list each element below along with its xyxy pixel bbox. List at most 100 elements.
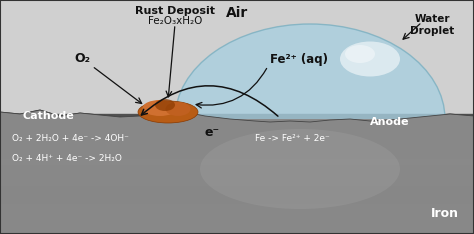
Bar — [0, 162, 474, 163]
Bar — [0, 171, 474, 174]
Bar — [0, 189, 474, 191]
Bar — [0, 218, 474, 219]
Text: O₂ + 2H₂O + 4e⁻ -> 4OH⁻: O₂ + 2H₂O + 4e⁻ -> 4OH⁻ — [12, 134, 129, 143]
Text: Fe₂O₃xH₂O: Fe₂O₃xH₂O — [148, 16, 202, 26]
Bar — [0, 162, 474, 165]
Bar — [0, 142, 474, 143]
Bar — [0, 224, 474, 225]
Bar — [0, 177, 474, 180]
Bar — [0, 204, 474, 205]
Bar — [0, 156, 474, 157]
Bar — [0, 170, 474, 171]
Bar — [0, 186, 474, 187]
Bar — [0, 201, 474, 204]
Bar — [170, 119, 460, 234]
Bar — [0, 172, 474, 174]
Bar — [0, 227, 474, 228]
Bar — [0, 119, 474, 121]
Bar — [0, 178, 474, 179]
Bar — [0, 146, 474, 147]
Bar — [0, 177, 474, 178]
Bar — [0, 192, 474, 195]
Text: O₂ + 4H⁺ + 4e⁻ -> 2H₂O: O₂ + 4H⁺ + 4e⁻ -> 2H₂O — [12, 154, 122, 163]
Bar — [0, 129, 474, 132]
Bar — [0, 135, 474, 136]
Bar — [0, 219, 474, 220]
Text: e⁻: e⁻ — [204, 125, 219, 139]
Bar — [0, 231, 474, 232]
Bar — [0, 147, 474, 148]
Bar — [0, 208, 474, 209]
Bar — [0, 184, 474, 185]
Bar — [0, 185, 474, 186]
Bar — [0, 166, 474, 167]
Text: O₂: O₂ — [74, 52, 90, 66]
Bar — [0, 142, 474, 144]
Bar — [0, 121, 474, 124]
Bar — [0, 196, 474, 197]
Bar — [0, 191, 474, 194]
Bar — [0, 214, 474, 215]
Bar — [0, 209, 474, 210]
Bar — [0, 154, 474, 155]
Bar — [0, 167, 474, 168]
Bar — [0, 157, 474, 158]
Bar — [0, 225, 474, 226]
Bar — [0, 188, 474, 189]
Bar — [0, 186, 474, 189]
Bar — [0, 230, 474, 231]
Text: Anode: Anode — [370, 117, 410, 127]
Bar — [0, 168, 474, 171]
Text: Fe²⁺ (aq): Fe²⁺ (aq) — [270, 52, 328, 66]
Bar — [0, 183, 474, 186]
Bar — [0, 151, 474, 154]
Text: Water
Droplet: Water Droplet — [410, 14, 454, 36]
Ellipse shape — [143, 100, 177, 116]
Bar — [0, 149, 474, 150]
Bar — [0, 151, 474, 152]
Polygon shape — [0, 106, 474, 234]
Bar — [0, 136, 474, 139]
Bar — [0, 140, 474, 141]
Bar — [0, 179, 474, 182]
Bar — [0, 161, 474, 164]
Bar — [0, 158, 474, 159]
Bar — [0, 134, 474, 136]
Bar — [0, 164, 474, 167]
Bar — [0, 187, 474, 188]
Bar — [0, 136, 474, 137]
Bar — [0, 223, 474, 224]
Bar — [0, 205, 474, 206]
Bar — [0, 199, 474, 200]
Text: Iron: Iron — [431, 207, 459, 220]
Bar — [0, 191, 474, 192]
Bar — [0, 182, 474, 183]
Bar — [0, 186, 474, 189]
Bar — [0, 182, 474, 184]
Bar — [0, 157, 474, 159]
Bar — [0, 190, 474, 191]
Bar — [0, 146, 474, 149]
Bar — [0, 213, 474, 214]
Ellipse shape — [155, 99, 175, 111]
Bar — [0, 114, 474, 234]
Bar — [0, 180, 474, 181]
Bar — [0, 143, 474, 144]
Bar — [0, 233, 474, 234]
Bar — [0, 212, 474, 213]
Bar — [0, 198, 474, 201]
Bar — [0, 144, 474, 146]
Bar — [0, 194, 474, 195]
Bar — [0, 202, 474, 203]
Bar — [0, 154, 474, 157]
Bar — [0, 153, 474, 154]
Bar — [0, 174, 474, 176]
Bar — [0, 159, 474, 160]
Bar — [0, 124, 474, 127]
Bar — [0, 201, 474, 202]
Ellipse shape — [138, 101, 198, 123]
Bar — [0, 168, 474, 169]
Bar — [0, 175, 474, 176]
Bar — [0, 206, 474, 207]
Bar — [0, 197, 474, 198]
